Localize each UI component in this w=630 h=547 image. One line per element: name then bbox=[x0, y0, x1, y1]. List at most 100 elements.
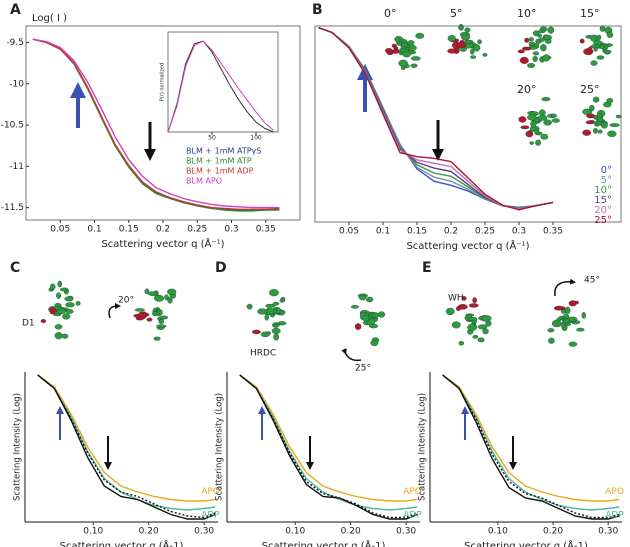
protein-helix bbox=[408, 44, 417, 51]
legend-entry: 10° bbox=[594, 185, 612, 196]
y-axis-label: Scattering Intensity (Log) bbox=[418, 393, 428, 501]
protein-helix bbox=[458, 24, 464, 31]
line-series bbox=[167, 40, 274, 133]
protein-helix bbox=[600, 121, 608, 129]
protein-helix bbox=[539, 37, 545, 42]
protein-helix bbox=[547, 328, 555, 333]
panel-label: D bbox=[215, 260, 227, 276]
protein-helix bbox=[551, 118, 560, 123]
protein-helix bbox=[535, 139, 541, 146]
protein-helix bbox=[579, 38, 585, 44]
protein-helix bbox=[527, 114, 537, 121]
protein-helix bbox=[159, 315, 168, 320]
protein-helix bbox=[377, 311, 386, 318]
x-tick-label: 0.15 bbox=[407, 227, 427, 237]
y-tick-label: -9.5 bbox=[6, 38, 24, 48]
y-tick-label: -10.5 bbox=[1, 121, 24, 131]
line-series bbox=[37, 374, 216, 511]
line-series bbox=[239, 374, 418, 502]
x-tick-label: 0.1 bbox=[87, 225, 101, 235]
protein-helix bbox=[447, 35, 456, 42]
protein-helix bbox=[461, 296, 467, 301]
protein-helix bbox=[65, 302, 75, 308]
protein-helix bbox=[167, 297, 173, 304]
protein-helix bbox=[153, 336, 161, 341]
x-axis-label: Scattering vector q (Å-1) bbox=[464, 539, 588, 547]
protein-helix bbox=[354, 323, 362, 330]
line-series bbox=[37, 374, 216, 519]
line-series bbox=[442, 374, 620, 520]
protein-helix bbox=[40, 319, 47, 324]
protein-helix bbox=[534, 128, 540, 135]
x-tick-label: 0.35 bbox=[256, 225, 276, 235]
protein-helix bbox=[527, 63, 536, 68]
protein-helix bbox=[470, 55, 477, 59]
protein-helix bbox=[468, 303, 479, 308]
protein-helix bbox=[540, 133, 549, 140]
protein-helix bbox=[533, 30, 539, 37]
x-axis-label: Scattering vector q (Å⁻¹) bbox=[406, 239, 529, 252]
structure-label: 20° bbox=[517, 83, 537, 96]
legend-entry: 5° bbox=[601, 175, 612, 186]
x-axis-label: Scattering vector q (Å-1) bbox=[262, 539, 386, 547]
protein-helix bbox=[415, 32, 425, 39]
line-series bbox=[318, 26, 554, 211]
protein-helix bbox=[60, 287, 69, 292]
annotation: HRDC bbox=[250, 349, 276, 359]
protein-helix bbox=[57, 308, 67, 314]
protein-helix bbox=[350, 305, 359, 309]
protein-helix bbox=[550, 113, 557, 118]
line-series bbox=[239, 374, 418, 519]
protein-helix bbox=[257, 308, 267, 315]
protein-helix bbox=[57, 280, 63, 288]
protein-helix bbox=[246, 303, 253, 310]
protein-helix bbox=[528, 37, 534, 42]
protein-helix bbox=[135, 316, 145, 321]
protein-helix bbox=[56, 292, 62, 299]
arrows bbox=[56, 64, 576, 470]
x-tick-label: 0.10 bbox=[488, 527, 508, 537]
protein-helix bbox=[154, 294, 165, 302]
y-axis-label: Scattering Intensity (Log) bbox=[13, 393, 23, 501]
structure-label: 5° bbox=[450, 7, 463, 20]
protein-helix bbox=[146, 317, 153, 322]
annotation: D1 bbox=[22, 319, 35, 329]
protein-helix bbox=[471, 319, 477, 324]
y-axis-label: Log( I ) bbox=[32, 13, 67, 24]
protein-helix bbox=[473, 44, 481, 52]
x-tick-label: 0.3 bbox=[512, 227, 526, 237]
series-label: ADP bbox=[201, 511, 220, 521]
protein-helix bbox=[458, 341, 465, 346]
protein-helix bbox=[481, 315, 492, 322]
annotation: 25° bbox=[355, 364, 371, 374]
protein-helix bbox=[590, 34, 598, 42]
rotation-arrow bbox=[108, 303, 121, 319]
x-tick-label: 0.30 bbox=[194, 527, 214, 537]
series-label: APO bbox=[201, 487, 220, 497]
structure-label: 10° bbox=[517, 7, 537, 20]
protein-helix bbox=[560, 322, 566, 328]
protein-helix bbox=[537, 29, 546, 34]
rotation-arrow bbox=[554, 278, 576, 297]
structure-label: 25° bbox=[580, 83, 600, 96]
x-tick-label: 0.3 bbox=[224, 225, 238, 235]
protein-helix bbox=[596, 55, 605, 60]
protein-helix bbox=[615, 114, 622, 119]
x-tick-label: 0.30 bbox=[396, 527, 416, 537]
x-tick-label: 0.2 bbox=[444, 227, 458, 237]
protein-helix bbox=[384, 48, 393, 54]
legend-entry: 15° bbox=[594, 195, 612, 206]
protein-helix bbox=[609, 123, 620, 127]
y-axis-label: Scattering Intensity (Log) bbox=[215, 393, 225, 501]
protein-helix bbox=[541, 97, 551, 102]
protein-helix bbox=[164, 294, 169, 301]
protein-helix bbox=[472, 334, 479, 339]
protein-helix bbox=[562, 313, 570, 320]
protein-helix bbox=[597, 129, 603, 134]
protein-helix bbox=[525, 130, 534, 138]
legend-entry: 20° bbox=[594, 205, 612, 216]
protein-helix bbox=[64, 296, 74, 302]
series-label: ADP bbox=[605, 511, 624, 521]
protein-helix bbox=[461, 34, 471, 41]
